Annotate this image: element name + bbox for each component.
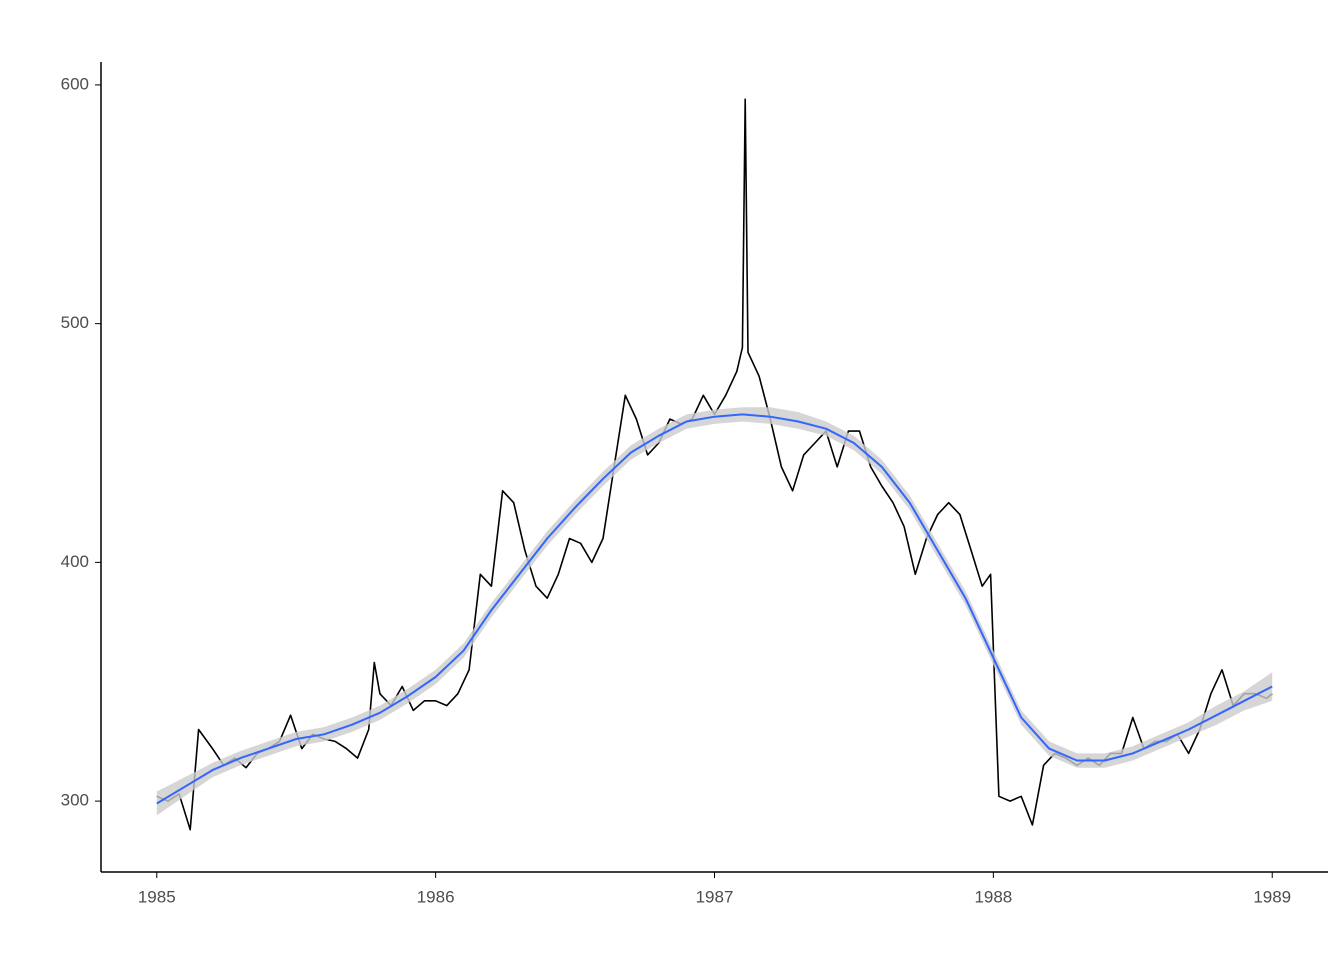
x-tick-label: 1986 [417,887,455,906]
y-tick-label: 600 [61,74,89,93]
confidence-band [156,407,1273,816]
x-tick-label: 1988 [974,887,1012,906]
y-tick-label: 400 [61,552,89,571]
smooth-line [156,413,1273,805]
x-tick-label: 1989 [1253,887,1291,906]
x-tick-label: 1985 [138,887,176,906]
y-tick-label: 300 [61,791,89,810]
data-line [156,98,1273,831]
x-tick-label: 1987 [696,887,734,906]
y-tick-label: 500 [61,313,89,332]
